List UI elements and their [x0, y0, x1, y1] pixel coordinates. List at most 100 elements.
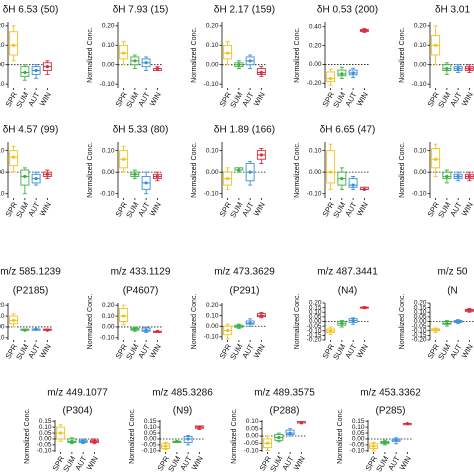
median-point: [372, 444, 376, 448]
median-point: [362, 306, 366, 310]
y-tick-label: 0.00: [0, 169, 5, 176]
y-tick-label: 0.10: [246, 418, 259, 425]
panel-title: δH 2.17 (159): [214, 5, 275, 16]
y-tick-label: 0.00: [309, 169, 322, 176]
panel-subtitle: (P304): [62, 406, 92, 417]
median-point: [23, 174, 27, 179]
panel-title: m/z 585.1239: [0, 267, 61, 278]
y-axis-label: Normalized Conc.: [399, 27, 406, 83]
y-tick-label: 0.15: [309, 304, 322, 311]
y-tick-label: -0.10: [0, 335, 5, 342]
y-tick-label: 0.05: [309, 314, 322, 321]
median-point: [23, 70, 27, 75]
median-point: [12, 155, 16, 159]
y-tick-label: -0.10: [412, 327, 427, 334]
median-point: [456, 174, 460, 179]
y-tick-label: -0.05: [142, 442, 157, 449]
y-tick-label: 0.00: [0, 61, 5, 68]
median-point: [277, 435, 281, 440]
y-tick-label: 0.20: [414, 300, 427, 307]
y-tick-label: 0.05: [352, 430, 365, 437]
x-tick-label: WIN: [252, 200, 267, 217]
x-tick-label: WIN: [38, 90, 53, 107]
y-tick-label: 0.20: [414, 23, 427, 30]
y-tick-label: -0.10: [350, 448, 365, 455]
median-point: [405, 421, 409, 426]
panel-title: δH 3.01: [435, 5, 470, 16]
y-tick-label: -0.05: [37, 442, 52, 449]
y-tick-label: -0.10: [412, 190, 427, 197]
median-point: [226, 328, 230, 333]
y-tick-label: 0.05: [246, 425, 259, 432]
panel-subtitle: (P2185): [13, 286, 49, 297]
y-tick-label: -0.10: [100, 81, 115, 88]
y-axis-label: Normalized Conc.: [294, 142, 301, 198]
y-tick-label: 0.00: [414, 169, 427, 176]
y-tick-label: 0.00: [206, 169, 219, 176]
x-tick-label: WIN: [355, 90, 370, 107]
panel-title: m/z 489.3575: [254, 388, 315, 399]
y-tick-label: -0.05: [350, 442, 365, 449]
y-tick-label: -0.10: [307, 327, 322, 334]
median-point: [351, 71, 355, 75]
x-tick-label: WIN: [460, 90, 474, 107]
y-axis-label: Normalized Conc.: [294, 27, 301, 83]
y-tick-label: -0.10: [307, 190, 322, 197]
median-point: [259, 70, 263, 75]
y-tick-label: 0.15: [352, 418, 365, 425]
median-point: [186, 437, 190, 441]
median-point: [237, 324, 241, 328]
median-point: [445, 174, 449, 179]
y-tick-label: 0.40: [309, 23, 322, 30]
panel-title: m/z 449.1077: [47, 388, 108, 399]
y-axis-label: Normalized Conc.: [294, 294, 301, 350]
median-point: [248, 170, 252, 174]
y-axis-label: Normalized Conc.: [129, 408, 136, 464]
x-tick-label: WIN: [252, 90, 267, 107]
y-axis-label: Normalized Conc.: [191, 142, 198, 198]
y-tick-label: 0.20: [0, 302, 5, 309]
y-tick-label: 0.10: [0, 313, 5, 320]
median-point: [299, 421, 303, 425]
median-point: [467, 66, 471, 71]
y-tick-label: -0.10: [100, 190, 115, 197]
median-point: [259, 153, 263, 157]
y-tick-label: 0.05: [39, 430, 52, 437]
median-point: [445, 321, 449, 325]
y-axis-label: Normalized Conc.: [231, 408, 238, 464]
y-tick-label: 0.00: [246, 433, 259, 440]
x-tick-label: WIN: [355, 342, 370, 359]
y-tick-label: 0.10: [102, 147, 115, 154]
x-tick-label: WIN: [148, 342, 163, 359]
median-point: [394, 438, 398, 442]
y-tick-label: 0.05: [144, 430, 157, 437]
x-tick-label: WIN: [148, 90, 163, 107]
y-tick-label: 0.10: [102, 313, 115, 320]
median-point: [197, 425, 201, 429]
y-tick-label: -0.05: [412, 323, 427, 330]
y-tick-label: 0.10: [414, 42, 427, 49]
x-tick-label: WIN: [292, 454, 307, 471]
median-point: [122, 157, 126, 161]
y-tick-label: -0.15: [412, 332, 427, 339]
median-point: [45, 328, 49, 332]
median-point: [288, 431, 292, 435]
box: [326, 71, 336, 82]
y-tick-label: -0.20: [307, 80, 322, 87]
y-tick-label: 0.10: [0, 147, 5, 154]
y-tick-label: -0.10: [412, 81, 427, 88]
panel-title: m/z 433.1129: [111, 267, 171, 278]
y-tick-label: -0.05: [244, 440, 259, 447]
median-point: [248, 321, 252, 325]
median-point: [175, 439, 179, 443]
y-tick-label: 0.15: [144, 418, 157, 425]
median-point: [329, 329, 333, 333]
median-point: [434, 43, 438, 47]
median-point: [92, 439, 96, 443]
panel-subtitle: (P285): [375, 406, 405, 417]
y-tick-label: 0.20: [102, 23, 115, 30]
panel-title: m/z 487.3441: [317, 267, 378, 278]
y-tick-label: 0.00: [144, 436, 157, 443]
